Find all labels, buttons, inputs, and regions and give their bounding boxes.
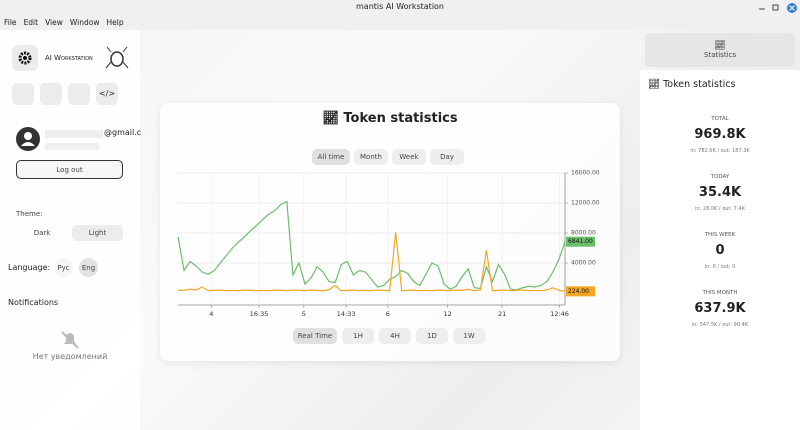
x-tick-label: 6 bbox=[386, 310, 390, 318]
layers-button[interactable] bbox=[40, 83, 62, 105]
x-tick-label: 12:46 bbox=[550, 310, 569, 318]
statistics-tab[interactable]: 📈︎ Statistics bbox=[645, 33, 795, 67]
menu-item[interactable]: File bbox=[4, 18, 17, 27]
stat-label: TODAY bbox=[710, 174, 730, 180]
redacted-email bbox=[45, 143, 99, 150]
x-tick-label: 14:33 bbox=[337, 310, 356, 318]
card-title: 📈︎ Token statistics bbox=[322, 111, 458, 126]
menu-bar: File Edit View Window Help bbox=[0, 15, 800, 30]
window-controls[interactable] bbox=[756, 2, 800, 14]
theme-dark[interactable]: Dark bbox=[33, 229, 51, 237]
y-tick-label: 12000.00 bbox=[571, 200, 600, 207]
x-tick-label: 5 bbox=[302, 310, 306, 318]
notifications-title: Notifications bbox=[8, 298, 59, 307]
email: @gmail.c bbox=[104, 128, 142, 137]
right-panel: 📈︎ Token statistics TOTAL 969.8K in: 782.6… bbox=[640, 70, 800, 430]
logout-button[interactable]: Log out bbox=[16, 160, 123, 179]
interval-tab[interactable]: 1H bbox=[342, 328, 374, 344]
logo bbox=[105, 46, 129, 69]
y-tick-label: 16000.00 bbox=[571, 170, 600, 177]
y-tick-label: 4000.00 bbox=[571, 260, 596, 267]
panel-title-text: Token statistics bbox=[663, 79, 736, 90]
brand: AI Workstation bbox=[45, 54, 93, 62]
stat-value: 969.8K bbox=[694, 127, 746, 142]
sidebar: AI Workstation </> @gmail.c Log out Them… bbox=[0, 30, 142, 430]
stat-label: THIS WEEK bbox=[704, 232, 736, 238]
last-value-label: 224.00 bbox=[568, 288, 589, 295]
stat-detail: in: 0 / out: 0 bbox=[704, 264, 736, 270]
range-tab[interactable]: Month bbox=[354, 149, 388, 165]
stats-card: 📈︎ Token statistics All time Month Week Day… bbox=[160, 103, 620, 361]
theme-label: Theme: bbox=[16, 210, 43, 218]
settings-button[interactable] bbox=[12, 45, 38, 71]
notes-button[interactable] bbox=[68, 83, 90, 105]
menu-item[interactable]: View bbox=[45, 18, 63, 27]
redacted-name bbox=[45, 130, 103, 138]
panel-title: 📈︎ Token statistics bbox=[648, 79, 736, 90]
tab-label: Statistics bbox=[704, 51, 736, 59]
last-value-badge bbox=[566, 236, 595, 247]
no-notifications: Нет уведомлений bbox=[32, 352, 108, 361]
range-tab[interactable]: Day bbox=[430, 149, 464, 165]
interval-tab[interactable]: 1D bbox=[416, 328, 448, 344]
x-tick-label: 4 bbox=[209, 310, 213, 318]
token-chart: 4000.00 8000.00 12000.00 16000.00 4 16:35 5 14:… bbox=[177, 170, 600, 318]
theme-light[interactable]: Light bbox=[72, 225, 123, 241]
x-tick-label: 12 bbox=[444, 310, 452, 318]
stat-value: 0 bbox=[715, 243, 725, 258]
title-bar: mantis AI Workstation bbox=[0, 0, 800, 15]
stat-detail: in: 28.0K / out: 7.4K bbox=[695, 206, 745, 212]
stat-value: 35.4K bbox=[698, 185, 742, 200]
range-tab[interactable]: Week bbox=[392, 149, 426, 165]
stat-detail: in: 782.6K / out: 187.3K bbox=[690, 148, 750, 154]
range-tab[interactable]: All time bbox=[312, 149, 350, 165]
code-button[interactable]: </> bbox=[96, 83, 118, 105]
tab-icon: 📈︎ bbox=[714, 41, 726, 51]
stat-label: THIS MONTH bbox=[702, 290, 738, 296]
last-value-label: 6841.00 bbox=[568, 238, 593, 245]
series-line bbox=[177, 200, 566, 291]
last-value-badge bbox=[566, 286, 595, 297]
card-title-text: Token statistics bbox=[343, 111, 458, 126]
menu-item[interactable]: Window bbox=[69, 18, 100, 27]
avatar bbox=[16, 127, 40, 151]
x-tick-label: 21 bbox=[498, 310, 506, 318]
bell-off-icon bbox=[61, 331, 79, 349]
menu-item[interactable]: Edit bbox=[23, 18, 39, 27]
stat-label: TOTAL bbox=[711, 116, 729, 122]
language-ru[interactable]: Рус bbox=[54, 258, 73, 277]
stat-detail: in: 547.5K / out: 90.4K bbox=[691, 322, 749, 328]
chat-button[interactable] bbox=[12, 83, 34, 105]
menu-item[interactable]: Help bbox=[106, 18, 124, 27]
interval-tab[interactable]: Real Time bbox=[293, 328, 337, 344]
interval-tab[interactable]: 4H bbox=[379, 328, 411, 344]
stat-value: 637.9K bbox=[694, 301, 746, 316]
window-title: mantis AI Workstation bbox=[356, 2, 444, 11]
interval-tab[interactable]: 1W bbox=[453, 328, 485, 344]
y-tick-label: 8000.00 bbox=[571, 230, 596, 237]
language-en[interactable]: Eng bbox=[79, 258, 98, 277]
x-tick-label: 16:35 bbox=[250, 310, 269, 318]
series-line bbox=[177, 232, 566, 292]
language-label: Language: bbox=[8, 263, 51, 272]
